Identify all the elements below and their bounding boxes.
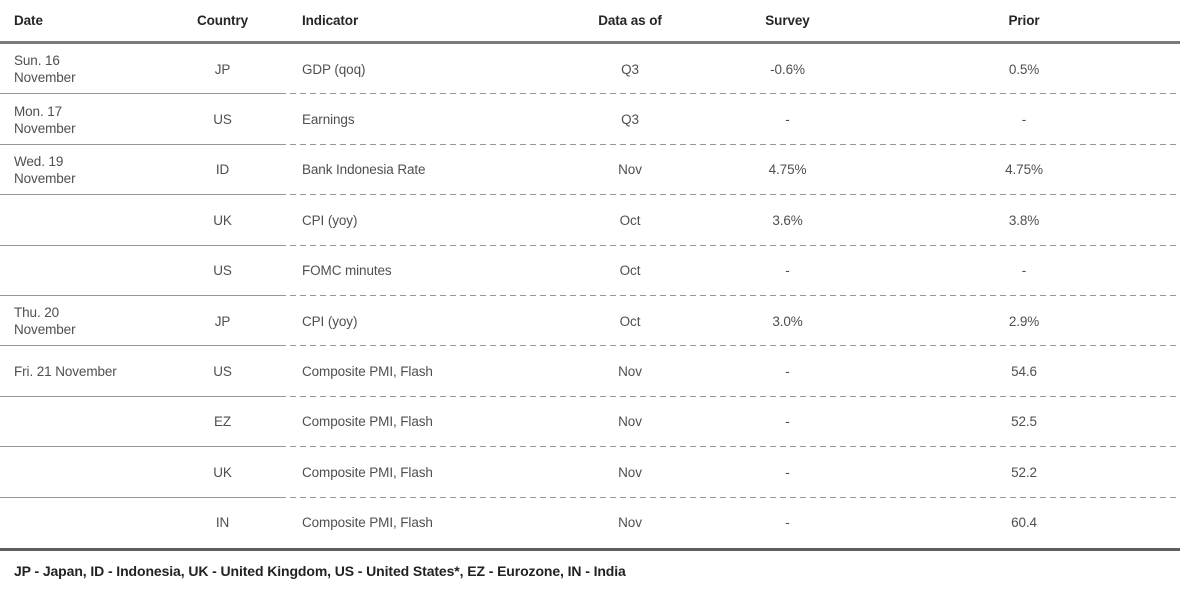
cell-prior: 54.6 [1011, 364, 1037, 380]
cell-prior: 2.9% [1008, 313, 1040, 329]
cell-prior: 0.5% [1008, 61, 1040, 77]
table-row: Wed. 19 November ID Bank Indonesia Rate … [0, 145, 1180, 196]
cell-survey: - [785, 464, 790, 480]
cell-country: EZ [213, 414, 232, 430]
cell-data-as-of: Q3 [621, 61, 639, 77]
cell-indicator: Composite PMI, Flash [302, 414, 433, 430]
cell-indicator: FOMC minutes [302, 263, 392, 279]
cell-date: Sun. 16 November [14, 53, 76, 86]
cell-survey: - [785, 364, 790, 380]
cell-data-as-of: Oct [619, 263, 641, 279]
cell-prior: 4.75% [1005, 162, 1043, 178]
cell-survey: - [785, 515, 790, 531]
cell-survey: 4.75% [768, 162, 807, 178]
cell-survey: -0.6% [770, 61, 805, 77]
column-header-indicator: Indicator [302, 13, 359, 28]
column-header-prior: Prior [1008, 13, 1040, 28]
table-row: Fri. 21 November US Composite PMI, Flash… [0, 346, 1180, 398]
country-legend-text: JP - Japan, ID - Indonesia, UK - United … [14, 563, 626, 580]
table-row: Thu. 20 November JP CPI (yoy) Oct 3.0% 2… [0, 296, 1180, 347]
table-row: EZ Composite PMI, Flash Nov - 52.5 [0, 397, 1180, 448]
cell-survey: 3.0% [772, 313, 803, 329]
cell-country: ID [215, 162, 230, 178]
cell-indicator: Earnings [302, 112, 355, 128]
cell-survey: - [785, 112, 790, 128]
column-header-date: Date [14, 13, 43, 28]
cell-survey: - [785, 263, 790, 279]
cell-country: JP [214, 313, 231, 329]
cell-prior: 52.5 [1011, 414, 1037, 430]
table-row: IN Composite PMI, Flash Nov - 60.4 [0, 498, 1180, 548]
cell-prior: 3.8% [1008, 212, 1040, 228]
cell-prior: 52.2 [1011, 464, 1037, 480]
cell-indicator: Composite PMI, Flash [302, 515, 433, 531]
table-row: Mon. 17 November US Earnings Q3 - - [0, 94, 1180, 146]
header-divider-rule [0, 41, 1180, 44]
cell-indicator: GDP (qoq) [302, 61, 366, 77]
cell-prior: - [1021, 263, 1027, 279]
cell-data-as-of: Oct [619, 212, 641, 228]
cell-survey: 3.6% [772, 212, 803, 228]
table-header-row: Date Country Indicator Data as of Survey… [0, 0, 1180, 41]
cell-country: US [213, 364, 232, 380]
table-row: US FOMC minutes Oct - - [0, 246, 1180, 297]
cell-data-as-of: Nov [618, 414, 642, 430]
cell-country: IN [215, 515, 230, 531]
column-header-survey: Survey [765, 13, 810, 28]
cell-data-as-of: Nov [618, 364, 642, 380]
table-bottom-rule [0, 547, 1180, 552]
cell-prior: - [1021, 112, 1027, 128]
cell-data-as-of: Nov [618, 515, 642, 531]
cell-indicator: CPI (yoy) [302, 313, 358, 329]
cell-country: US [213, 112, 232, 128]
column-header-data-as-of: Data as of [598, 13, 662, 28]
cell-data-as-of: Nov [618, 162, 642, 178]
table-row: Sun. 16 November JP GDP (qoq) Q3 -0.6% 0… [0, 44, 1180, 95]
table-row: UK Composite PMI, Flash Nov - 52.2 [0, 447, 1180, 498]
cell-data-as-of: Nov [618, 464, 642, 480]
cell-indicator: Composite PMI, Flash [302, 464, 433, 480]
cell-prior: 60.4 [1011, 515, 1037, 531]
cell-country: JP [214, 61, 231, 77]
cell-date: Mon. 17 November [14, 103, 76, 136]
cell-indicator: Composite PMI, Flash [302, 364, 433, 380]
cell-indicator: Bank Indonesia Rate [302, 162, 426, 178]
cell-data-as-of: Oct [619, 313, 641, 329]
cell-country: UK [213, 464, 232, 480]
cell-date: Fri. 21 November [14, 364, 117, 380]
cell-country: US [213, 263, 232, 279]
cell-data-as-of: Q3 [621, 112, 639, 128]
table-body: Sun. 16 November JP GDP (qoq) Q3 -0.6% 0… [0, 44, 1180, 548]
cell-country: UK [213, 212, 232, 228]
cell-date: Thu. 20 November [14, 305, 76, 338]
cell-survey: - [785, 414, 790, 430]
table-row: UK CPI (yoy) Oct 3.6% 3.8% [0, 195, 1180, 246]
cell-date: Wed. 19 November [14, 153, 76, 186]
column-header-country: Country [196, 13, 249, 28]
cell-indicator: CPI (yoy) [302, 212, 358, 228]
